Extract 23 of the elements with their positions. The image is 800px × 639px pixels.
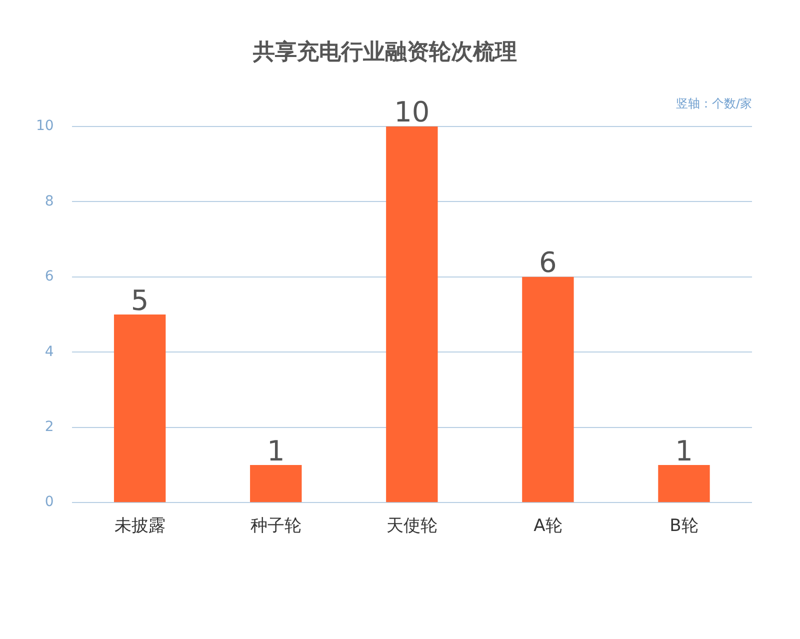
bar: [114, 314, 166, 502]
y-axis-title: 竖轴：个数/家: [676, 96, 752, 111]
bar: [250, 464, 302, 502]
y-tick-label: 4: [44, 344, 54, 360]
data-label: 5: [130, 284, 149, 317]
y-tick-label: 2: [44, 419, 54, 435]
y-tick-label: 0: [44, 494, 54, 510]
y-tick-label: 6: [44, 268, 54, 285]
data-label: 6: [539, 246, 557, 280]
y-tick-label: 8: [44, 193, 54, 210]
x-tick-label: 种子轮: [250, 516, 302, 536]
data-label: 10: [394, 96, 430, 129]
x-tick-label: 天使轮: [386, 516, 438, 536]
x-tick-label: 未披露: [114, 516, 166, 536]
bar: [386, 126, 438, 502]
chart-title: 共享充电行业融资轮次梳理: [252, 38, 517, 65]
bar: [522, 276, 574, 502]
data-label: 1: [266, 434, 285, 468]
data-label: 1: [675, 434, 693, 468]
x-tick-label: B轮: [670, 516, 698, 536]
bar: [658, 464, 710, 502]
x-tick-label: A轮: [534, 516, 562, 536]
y-tick-label: 10: [36, 118, 54, 134]
